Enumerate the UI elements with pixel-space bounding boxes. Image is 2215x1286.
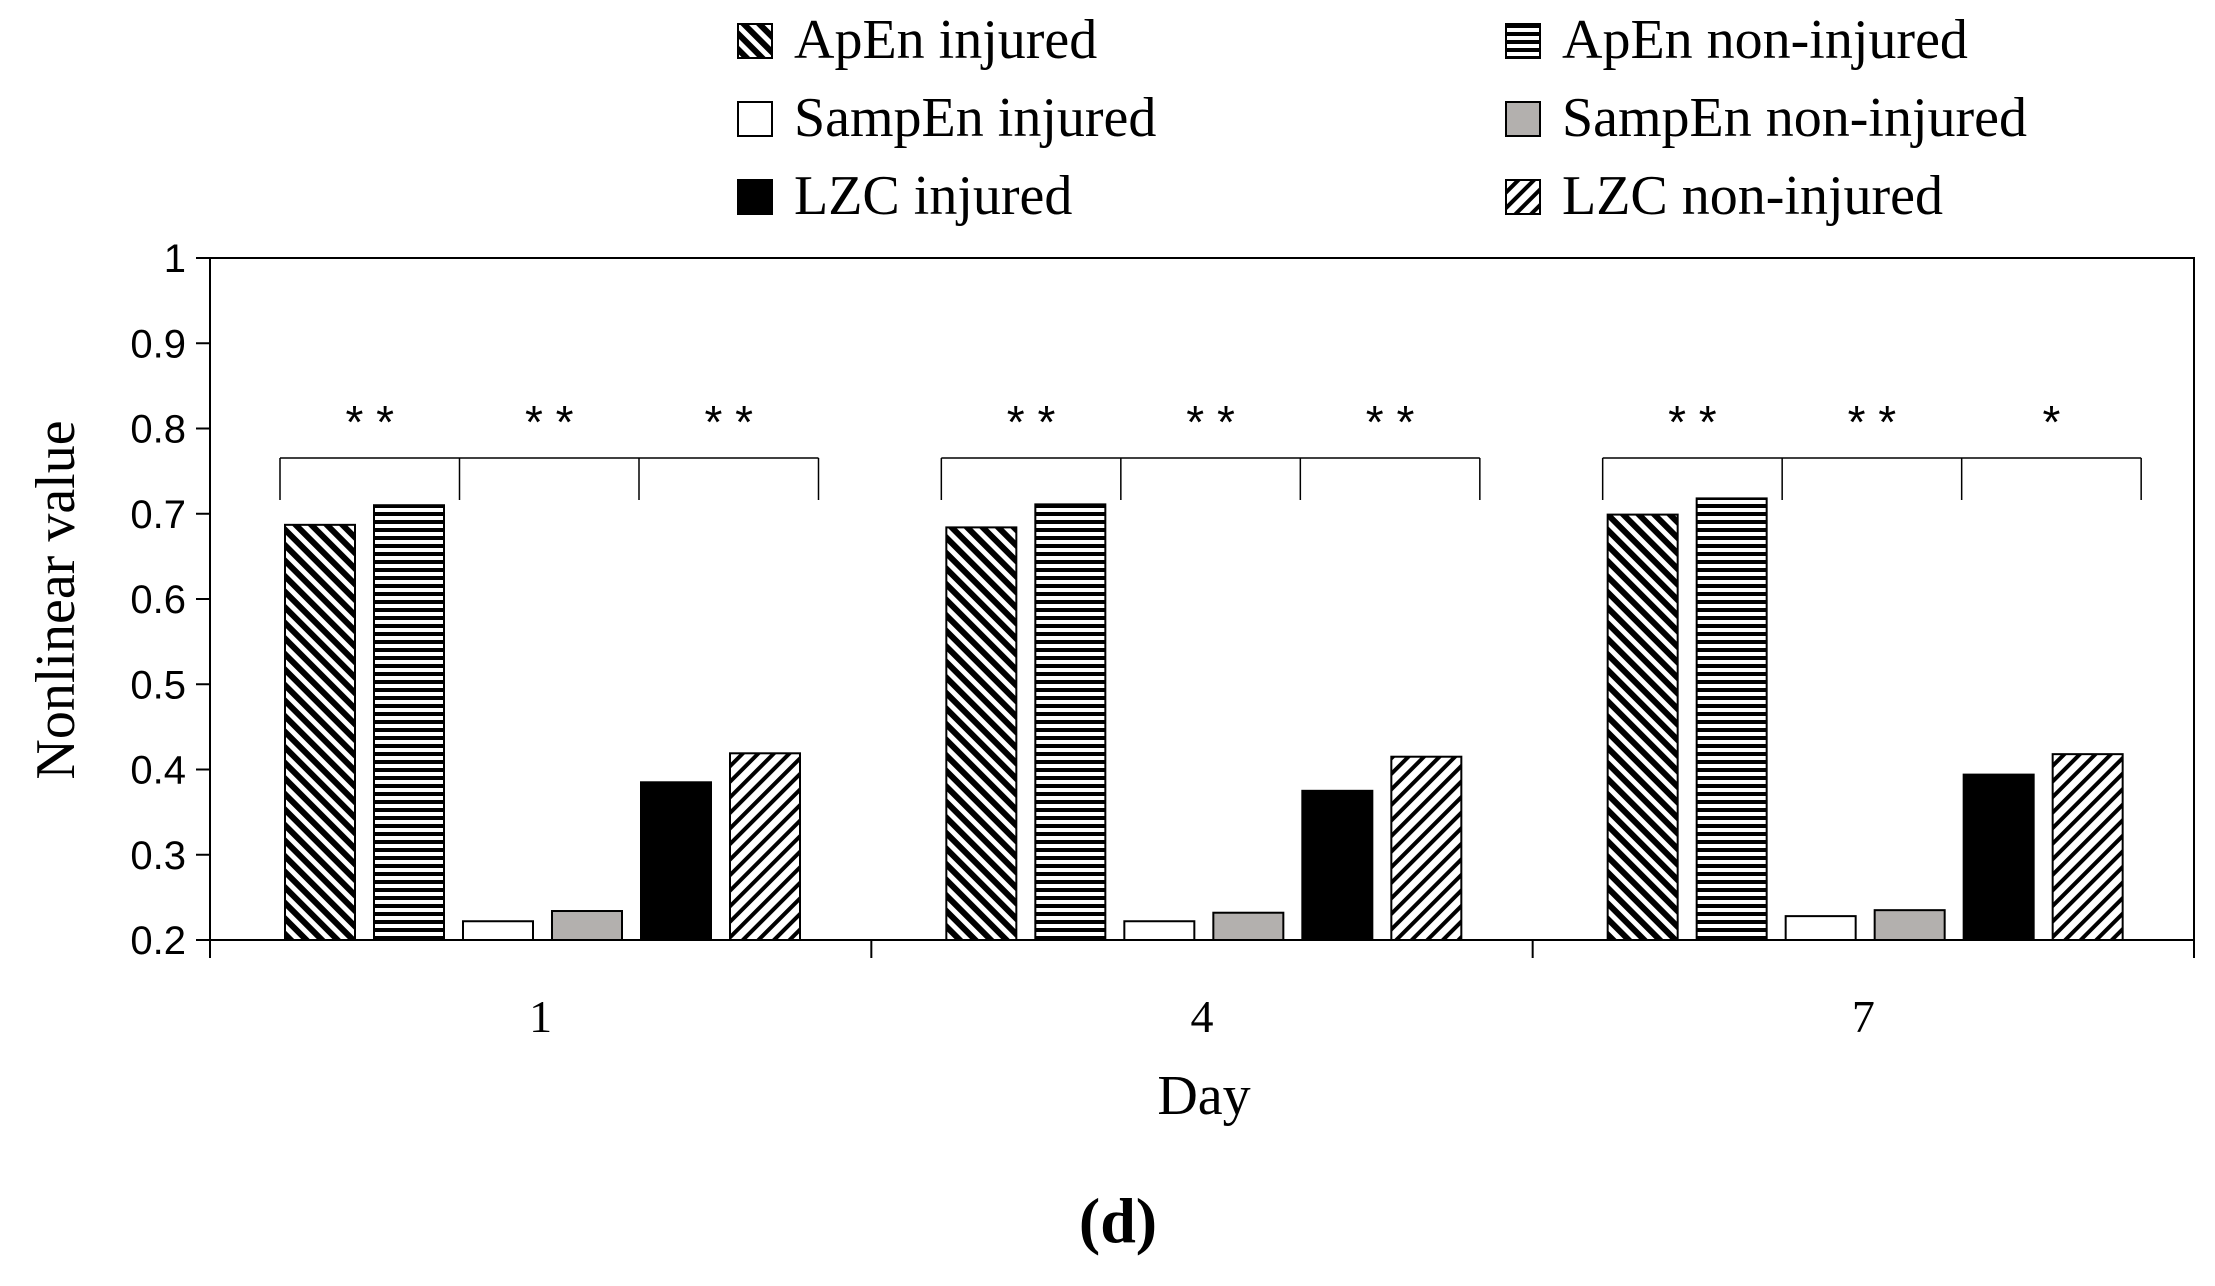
legend-label-apen-non-injured: ApEn non-injured (1562, 9, 1968, 71)
legend-label-sampen-non-injured: SampEn non-injured (1562, 87, 2027, 149)
bar-sampen-injured-day-7 (1784, 915, 1857, 942)
bar-sampen-non-injured-day-7 (1873, 909, 1946, 941)
y-tick-label: 0.5 (130, 663, 186, 707)
legend-label-lzc-non-injured: LZC non-injured (1562, 165, 1943, 227)
legend-swatch-sampen-non-injured (1505, 101, 1541, 137)
bar-lzc-injured-day-7 (1962, 773, 2035, 941)
significance-marker: * * (1186, 396, 1235, 448)
y-axis-label: Nonlinear value (25, 420, 87, 779)
bar-sampen-non-injured-day-1 (551, 910, 623, 942)
x-tick-label: 4 (1191, 991, 1214, 1042)
x-tick-label: 1 (529, 991, 552, 1042)
y-tick-label: 0.7 (130, 493, 186, 537)
bar-sampen-injured-day-1 (462, 920, 534, 941)
legend-swatch-apen-injured (737, 23, 773, 59)
y-tick-label: 0.4 (130, 749, 186, 793)
legend: ApEn injured ApEn non-injured SampEn injur… (737, 9, 2027, 227)
legend-label-sampen-injured: SampEn injured (794, 87, 1156, 149)
bar-lzc-non-injured-day-1 (729, 752, 801, 941)
significance-marker: * * (1848, 396, 1897, 448)
bar-lzc-injured-day-1 (640, 781, 712, 941)
significance-marker: * * (525, 396, 574, 448)
y-tick-label: 0.3 (130, 834, 186, 878)
legend-swatch-sampen-injured (737, 101, 773, 137)
bar-sampen-injured-day-4 (1123, 920, 1196, 941)
bar-apen-non-injured-day-4 (1034, 503, 1107, 941)
significance-marker: * * (1366, 396, 1415, 448)
bar-apen-injured-day-4 (945, 526, 1018, 941)
y-tick-label: 0.9 (130, 322, 186, 366)
legend-swatch-lzc-injured (737, 179, 773, 215)
bar-apen-injured-day-7 (1606, 513, 1679, 941)
significance-marker: * (2042, 396, 2060, 448)
y-tick-label: 0.2 (130, 919, 186, 963)
legend-swatch-lzc-non-injured (1505, 179, 1541, 215)
legend-swatch-apen-non-injured (1505, 23, 1541, 59)
bar-lzc-non-injured-day-4 (1390, 755, 1463, 942)
significance-marker: * * (345, 396, 394, 448)
y-tick-label: 1 (164, 237, 186, 281)
bar-sampen-non-injured-day-4 (1212, 911, 1285, 941)
legend-label-lzc-injured: LZC injured (794, 165, 1072, 227)
panel-label: (d) (1079, 1185, 1157, 1256)
bar-lzc-non-injured-day-7 (2051, 753, 2124, 942)
x-axis-label: Day (1157, 1065, 1250, 1127)
legend-label-apen-injured: ApEn injured (794, 9, 1097, 71)
significance-marker: * * (704, 396, 753, 448)
bar-apen-non-injured-day-7 (1695, 497, 1768, 941)
bar-lzc-injured-day-4 (1301, 789, 1374, 941)
y-tick-label: 0.6 (130, 578, 186, 622)
significance-marker: * * (1007, 396, 1056, 448)
y-tick-label: 0.8 (130, 408, 186, 452)
bar-apen-injured-day-1 (284, 523, 356, 942)
significance-marker: * * (1668, 396, 1717, 448)
x-tick-label: 7 (1852, 991, 1875, 1042)
plot-area: 0.2 0.3 0.4 0.5 0.6 0.7 0.8 0.9 1 1 4 7 * * * * * * * *… (130, 237, 2195, 1042)
bar-apen-non-injured-day-1 (373, 504, 445, 941)
plot-frame (209, 257, 2195, 941)
